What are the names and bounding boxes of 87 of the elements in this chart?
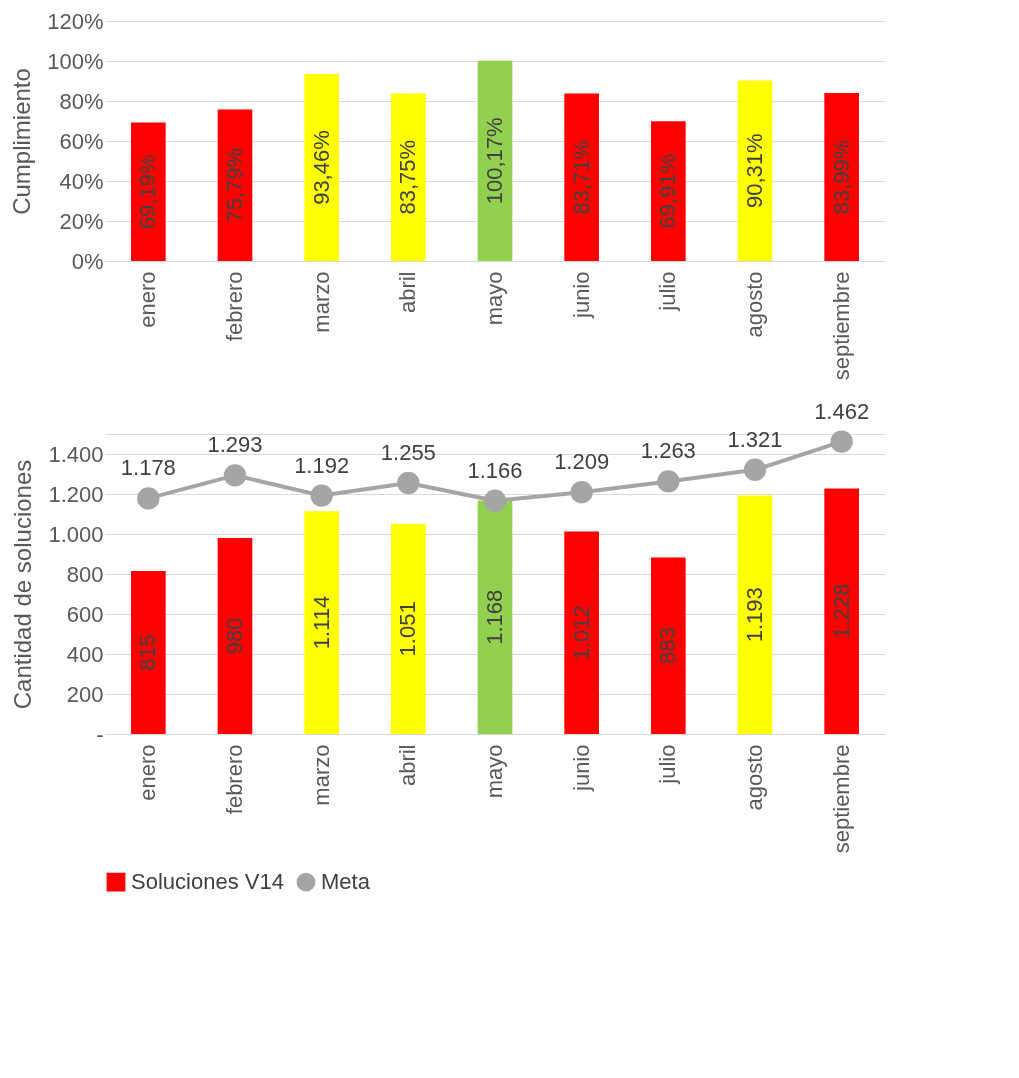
bar [737,495,773,734]
data-label: 1.166 [467,457,523,483]
y-tick-label: 1.400 [48,441,104,467]
x-tick-label: junio [568,744,594,792]
x-tick-label: mayo [482,271,507,326]
x-tick-label: febrero [222,271,247,342]
data-label: 1.193 [742,587,767,643]
y-tick-label: 1.200 [48,481,104,507]
data-label: 75,79% [222,147,247,223]
bar [824,93,859,261]
data-label: 69,91% [655,153,681,229]
data-label: 1.209 [554,449,610,475]
point [223,464,247,487]
y-tick-label: 400 [66,641,104,667]
bar [477,500,513,734]
y-tick-label: 40% [59,168,104,194]
bar [391,93,426,261]
x-tick-label: septiembre [828,744,854,854]
y-tick-label: 800 [66,561,104,587]
data-label: 1.178 [120,455,176,481]
data-label: 1.263 [640,438,696,464]
point [137,487,160,510]
data-label: 1.228 [828,583,854,639]
x-tick-label: enero [135,271,161,328]
bar [304,74,339,261]
x-tick-label: marzo [308,271,334,333]
bar [651,557,686,734]
data-label: 815 [135,634,161,671]
y-tick-label: 100% [47,48,104,74]
data-label: 83,99% [828,139,854,215]
bar [304,511,339,734]
data-label: 100,17% [482,117,507,205]
x-tick-label: julio [655,271,681,312]
x-tick-label: febrero [222,744,247,815]
y-tick-label: 80% [59,88,104,114]
data-label: 83,75% [395,139,421,215]
point [830,430,853,453]
x-tick-label: junio [568,271,594,319]
data-label: 980 [222,617,247,655]
x-tick-label: enero [135,744,161,801]
data-label: 883 [655,627,681,665]
data-label: 93,46% [308,130,334,205]
bar [217,538,253,734]
data-label: 1.462 [814,398,870,424]
y-axis-title: Cumplimiento [8,68,36,215]
x-tick-label: mayo [482,744,507,799]
data-label: 69,19% [135,154,161,230]
point [483,489,507,512]
data-label: 90,31% [742,133,767,208]
x-tick-label: septiembre [828,271,854,381]
x-tick-label: abril [395,744,421,787]
point [397,471,420,495]
y-tick-label: 120% [47,8,104,34]
legend-label: Soluciones V14 [131,869,284,895]
bar [477,60,513,261]
bar [824,488,859,734]
x-tick-label: marzo [308,744,334,806]
y-axis-title: Cantidad de soluciones [9,459,37,710]
y-tick-label: 20% [59,208,104,234]
legend-label: Meta [321,869,371,895]
data-label: 1.168 [482,589,507,645]
y-tick-label: 0% [71,248,104,274]
point [310,484,333,507]
y-tick-label: 1.000 [48,521,104,547]
bar [564,531,599,734]
point [657,470,680,493]
point [743,458,767,481]
x-tick-label: abril [395,271,421,314]
data-label: 1.012 [568,605,594,661]
data-label: 83,71% [568,139,594,215]
x-tick-label: julio [655,744,681,785]
point [570,481,593,504]
y-tick-label: 200 [66,681,104,707]
data-label: 1.051 [395,601,421,657]
data-label: 1.192 [294,452,350,478]
x-tick-label: agosto [742,744,767,811]
y-tick-label: 600 [66,601,104,627]
x-tick-label: agosto [742,271,767,338]
y-tick-label: 60% [59,128,104,154]
y-tick-label: - [96,721,104,747]
bar [391,523,426,734]
data-label: 1.293 [207,432,263,458]
bar [564,93,599,261]
data-label: 1.321 [727,426,783,452]
data-label: 1.255 [380,440,436,465]
bar [131,571,166,734]
data-label: 1.114 [308,595,334,650]
